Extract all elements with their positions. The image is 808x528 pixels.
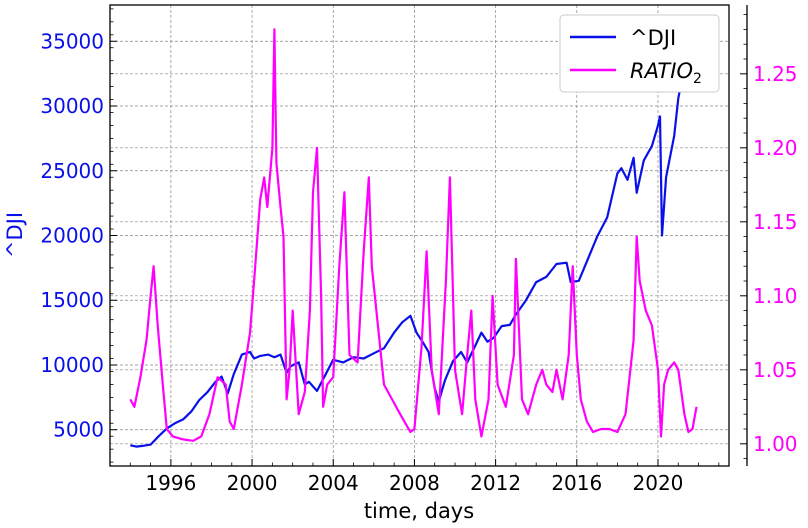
y-right-tick-label: 1.25 [753,62,798,86]
x-tick-label: 2020 [633,471,684,495]
y-right-tick-label: 1.20 [753,136,798,160]
x-tick-label: 2016 [551,471,602,495]
y-right-tick-label: 1.15 [753,210,798,234]
legend: ^DJI RATIO2 [559,14,720,93]
x-axis-label: time, days [364,499,474,523]
y-left-tick-label: 30000 [40,94,104,118]
x-tick-label: 2012 [470,471,521,495]
x-tick-label: 2004 [308,471,359,495]
y-left-tick-label: 35000 [40,29,104,53]
y-right-tick-label: 1.05 [753,358,798,382]
y-axis-left-label: ^DJI [3,212,27,258]
series-line-ratio [129,28,698,442]
legend-label-ratio: RATIO2 [630,59,702,87]
legend-label-dji: ^DJI [630,26,676,50]
legend-box [559,14,720,93]
y-right-tick-label: 1.10 [753,284,798,308]
y-left-tick-label: 10000 [40,353,104,377]
plot-area [129,27,698,448]
y-left-tick-label: 15000 [40,288,104,312]
series-line-dji [130,27,698,448]
axes: 1996 2000 2004 2008 2012 2016 2020 5000 10000 150… [40,5,798,495]
y-right-tick-label: 1.00 [753,432,798,456]
y-left-tick-label: 5000 [53,418,104,442]
y-left-tick-label: 25000 [40,159,104,183]
x-tick-label: 1996 [145,471,196,495]
x-tick-label: 2008 [389,471,440,495]
x-tick-label: 2000 [227,471,278,495]
y-left-tick-label: 20000 [40,224,104,248]
